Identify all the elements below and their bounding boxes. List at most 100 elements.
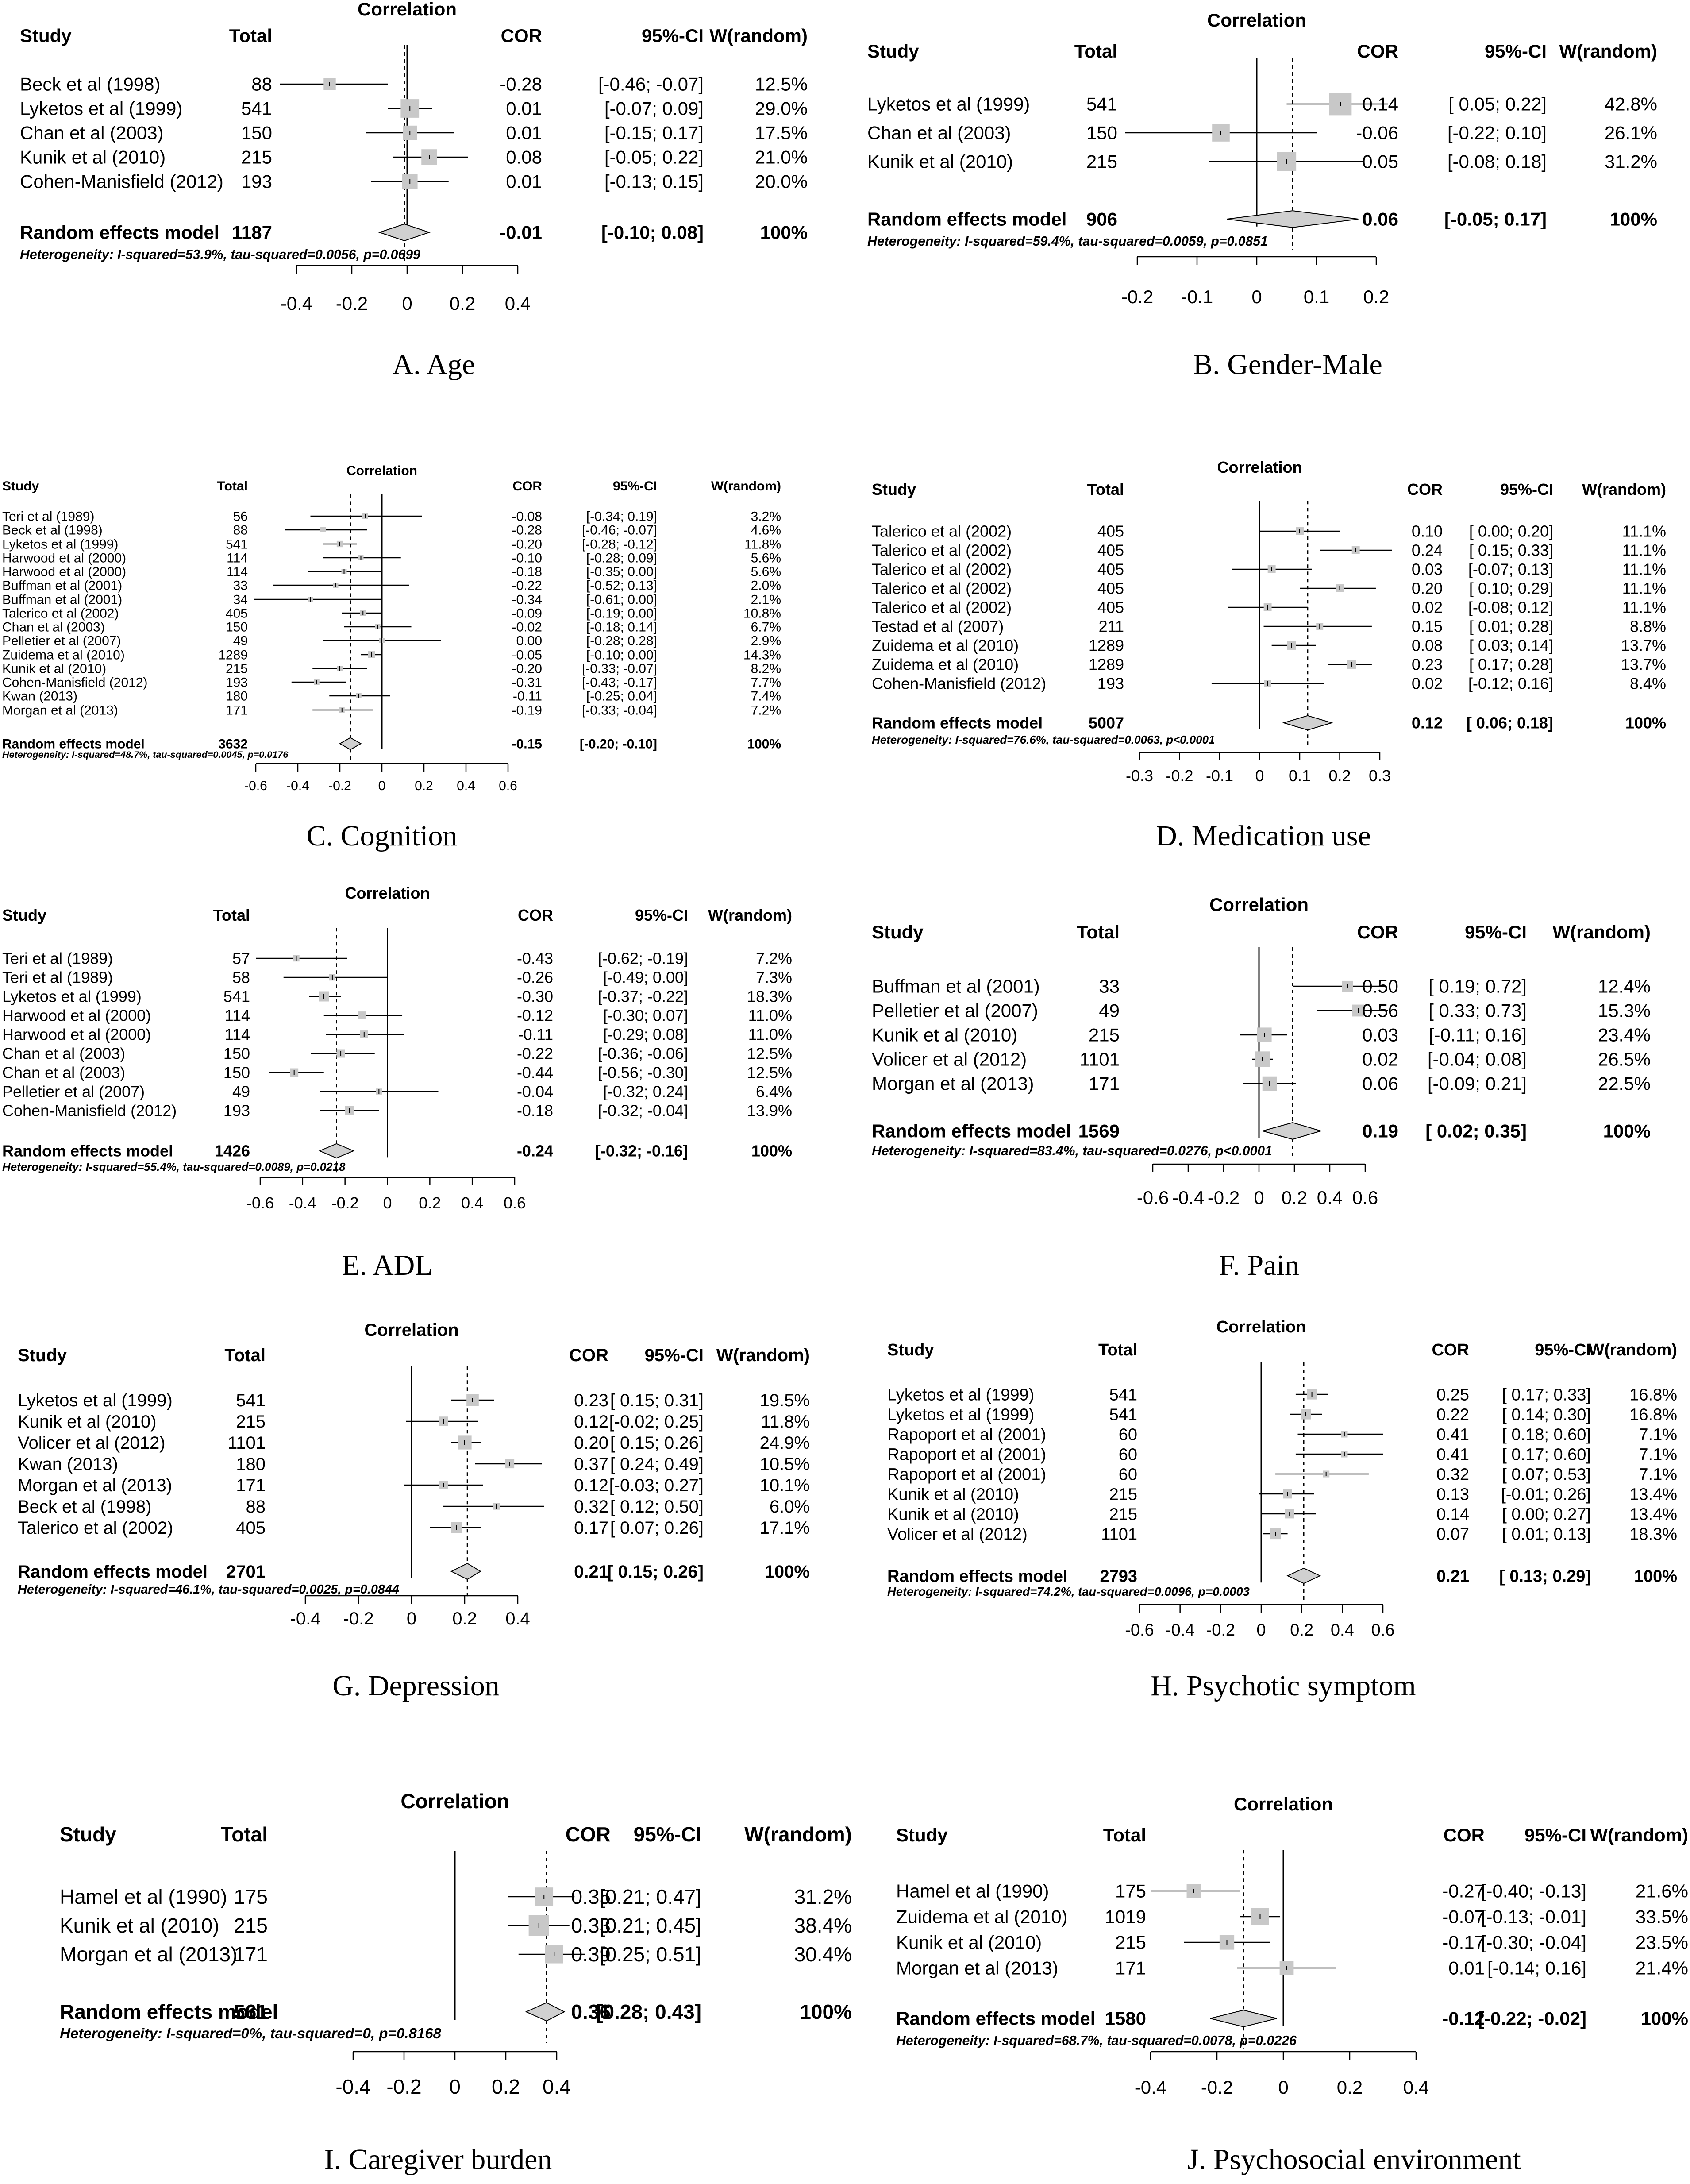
study-cor: -0.11 [518, 1026, 553, 1044]
x-tick-label: -0.6 [246, 1194, 274, 1212]
study-total: 1101 [1080, 1049, 1120, 1070]
study-ci: [-0.35; 0.00] [586, 565, 657, 579]
heterogeneity-text: Heterogeneity: I-squared=48.7%, tau-squa… [2, 749, 289, 760]
study-name: Beck et al (1998) [18, 1497, 151, 1516]
study-row: Rapoport et al (2001) 60 0.32 [ 0.07; 0.53]… [887, 1465, 1677, 1484]
study-total: 150 [223, 1045, 250, 1063]
study-cor: -0.28 [500, 74, 542, 95]
study-cor: -0.17 [1442, 1932, 1485, 1953]
study-cor: -0.34 [512, 593, 542, 607]
study-row: Volicer et al (2012) 1101 0.07 [ 0.01; 0.13… [887, 1525, 1677, 1543]
study-row: Chan et al (2003) 150 -0.22 [-0.36; -0.06] 1… [2, 1045, 792, 1063]
study-cor: 0.08 [1412, 637, 1443, 655]
header-cor: COR [501, 25, 542, 46]
study-weight: 17.5% [755, 123, 808, 143]
study-name: Talerico et al (2002) [872, 560, 1012, 579]
plot-title: Correlation [345, 884, 430, 902]
pooled-diamond [318, 1143, 355, 1159]
study-total: 1019 [1105, 1906, 1146, 1927]
study-cor: 0.17 [574, 1518, 608, 1538]
study-name: Pelletier et al (2007) [2, 1083, 145, 1101]
study-row: Buffman et al (2001) 33 -0.22 [-0.52; 0.13]… [2, 579, 781, 593]
study-name: Lyketos et al (1999) [18, 1391, 173, 1410]
study-row: Rapoport et al (2001) 60 0.41 [ 0.17; 0.60]… [887, 1445, 1677, 1464]
study-name: Pelletier et al (2007) [872, 1000, 1038, 1021]
x-tick-label: -0.2 [328, 779, 351, 793]
study-ci: [-0.14; 0.16] [1487, 1958, 1586, 1979]
study-cor: 0.01 [506, 98, 542, 119]
study-cor: -0.30 [517, 988, 553, 1006]
study-weight: 21.0% [755, 147, 808, 168]
study-row: Lyketos et al (1999) 541 0.22 [ 0.14; 0.30]… [887, 1405, 1677, 1424]
study-total: 56 [233, 509, 248, 524]
model-ci: [-0.32; -0.16] [595, 1142, 688, 1160]
model-cor: -0.24 [517, 1142, 553, 1160]
study-weight: 16.8% [1629, 1385, 1677, 1404]
header-ci: 95%-CI [634, 1823, 701, 1846]
study-weight: 11.8% [744, 537, 781, 552]
header-total: Total [213, 906, 250, 924]
panel-caption: E. ADL [342, 1249, 432, 1281]
study-weight: 2.1% [751, 593, 781, 607]
study-name: Buffman et al (2001) [2, 593, 122, 607]
header-weight: W(random) [1588, 1341, 1677, 1359]
study-name: Lyketos et al (1999) [867, 94, 1030, 115]
study-total: 88 [251, 74, 272, 95]
plot-title: Correlation [1216, 1318, 1306, 1336]
study-row: Kunik et al (2010) 215 0.12 [-0.02; 0.25] 11… [18, 1412, 810, 1432]
x-tick-label: -0.4 [289, 1194, 316, 1212]
panel-caption: B. Gender-Male [1193, 348, 1382, 381]
study-ci: [-0.22; 0.10] [1447, 123, 1547, 143]
study-total: 171 [234, 1943, 268, 1966]
study-cor: -0.18 [517, 1102, 553, 1120]
study-weight: 8.2% [751, 662, 781, 676]
study-total: 405 [1097, 522, 1124, 540]
model-total: 1426 [215, 1142, 250, 1160]
header-weight: W(random) [1559, 41, 1657, 62]
study-weight: 22.5% [1598, 1073, 1651, 1094]
study-row: Morgan et al (2013) 171 0.01 [-0.14; 0.16] 2… [896, 1958, 1688, 1979]
study-cor: 0.32 [574, 1497, 608, 1516]
pooled-diamond [378, 224, 431, 241]
study-total: 171 [1089, 1073, 1120, 1094]
study-total: 1289 [218, 648, 248, 663]
x-tick-label: -0.4 [286, 779, 309, 793]
study-row: Lyketos et al (1999) 541 -0.30 [-0.37; -0.2… [2, 988, 792, 1006]
study-name: Talerico et al (2002) [872, 522, 1012, 540]
header-cor: COR [1407, 480, 1443, 498]
study-name: Kunik et al (2010) [896, 1932, 1042, 1953]
study-cor: -0.28 [512, 523, 542, 538]
study-ci: [ 0.17; 0.60] [1502, 1445, 1591, 1464]
study-name: Morgan et al (2013) [2, 703, 118, 718]
x-tick-label: 0.2 [419, 1194, 441, 1212]
study-row: Lyketos et al (1999) 541 -0.20 [-0.28; -0.1… [2, 537, 781, 552]
study-name: Kunik et al (2010) [20, 147, 166, 168]
heterogeneity-text: Heterogeneity: I-squared=55.4%, tau-squa… [2, 1161, 346, 1173]
study-weight: 13.9% [747, 1102, 792, 1120]
study-cor: 0.50 [1362, 976, 1398, 997]
study-weight: 21.4% [1636, 1958, 1688, 1979]
study-ci: [-0.09; 0.21] [1428, 1073, 1527, 1094]
study-total: 541 [1109, 1405, 1137, 1424]
study-row: Chan et al (2003) 150 -0.02 [-0.18; 0.14] 6.… [2, 620, 781, 635]
study-weight: 20.0% [755, 171, 808, 192]
forest-panel-j: Correlation Study Total COR 95%-CI W(random) H… [896, 1794, 1688, 2176]
study-weight: 7.4% [751, 689, 781, 704]
study-weight: 15.3% [1598, 1000, 1651, 1021]
study-name: Kunik et al (2010) [18, 1412, 157, 1432]
study-cor: 0.02 [1362, 1049, 1398, 1070]
study-weight: 12.5% [755, 74, 808, 95]
study-cor: -0.43 [517, 949, 553, 968]
x-tick-label: -0.2 [1166, 767, 1193, 785]
model-cor: 0.36 [571, 2000, 611, 2023]
model-total: 2701 [226, 1562, 266, 1582]
study-row: Hamel et al (1990) 175 -0.27[-0.40; -0.13]… [896, 1881, 1688, 1902]
plot-title: Correlation [1207, 10, 1306, 31]
study-name: Morgan et al (2013) [872, 1073, 1034, 1094]
study-row: Pelletier et al (2007) 49 0.00 [-0.28; 0.28… [2, 634, 781, 648]
study-cor: -0.11 [513, 689, 542, 704]
heterogeneity-text: Heterogeneity: I-squared=59.4%, tau-squa… [867, 234, 1268, 249]
study-weight: 19.5% [760, 1391, 810, 1410]
header-total: Total [217, 479, 248, 494]
